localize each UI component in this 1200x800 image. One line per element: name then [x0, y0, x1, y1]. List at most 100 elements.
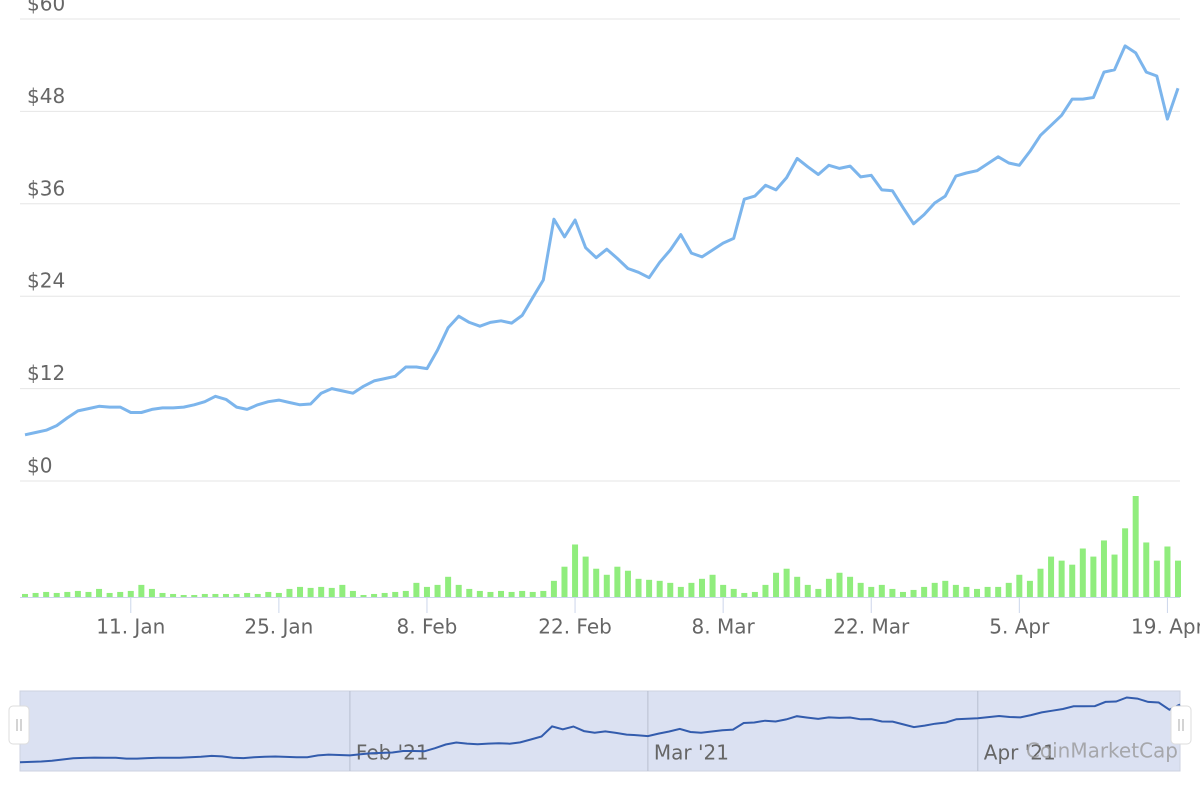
volume-bar [709, 574, 716, 597]
volume-bar [498, 590, 505, 597]
volume-bar [466, 588, 473, 597]
volume-bar [191, 594, 198, 597]
volume-bar [1079, 548, 1086, 597]
volume-bar [910, 589, 917, 597]
volume-bar [349, 590, 356, 597]
volume-bar [222, 593, 229, 597]
x-tick-label: 22. Feb [538, 615, 612, 639]
volume-bar [381, 592, 388, 597]
volume-bar [931, 582, 938, 597]
volume-bar [1175, 560, 1181, 597]
volume-bar [878, 584, 885, 597]
navigator-handle[interactable] [1170, 705, 1192, 745]
volume-bar [254, 593, 261, 597]
volume-bar [1164, 546, 1171, 597]
volume-bar [434, 584, 441, 597]
volume-bar [1016, 574, 1023, 597]
volume-bar [1005, 582, 1012, 597]
volume-bar [836, 572, 843, 597]
volume-bar [423, 586, 430, 597]
volume-bar [889, 588, 896, 597]
volume-bar [85, 591, 92, 597]
volume-bar [614, 566, 621, 597]
volume-bar [328, 587, 335, 597]
volume-bar [529, 591, 536, 597]
volume-bar [487, 591, 494, 597]
volume-bar [1058, 560, 1065, 597]
volume-bar [698, 578, 705, 597]
volume-bar [286, 588, 293, 597]
volume-bar [170, 593, 177, 597]
volume-bar [1100, 540, 1107, 597]
volume-bar [741, 592, 748, 597]
volume-bar [106, 592, 113, 597]
volume-bar [371, 593, 378, 597]
navigator-label: Apr '21 [984, 741, 1056, 765]
y-tick-label: $36 [27, 176, 65, 200]
y-tick-label: $48 [27, 84, 65, 108]
y-tick-label: $12 [27, 361, 65, 385]
volume-bar [974, 588, 981, 597]
volume-bar [413, 582, 420, 597]
volume-bar [1111, 554, 1118, 597]
volume-bar [995, 586, 1002, 597]
volume-bar [297, 586, 304, 597]
volume-bar [582, 556, 589, 597]
volume-bar [847, 576, 854, 597]
volume-bar [624, 570, 631, 597]
volume-bar [1026, 580, 1033, 597]
volume-bar [1048, 556, 1055, 597]
volume-bar [159, 592, 166, 597]
volume-bar [339, 584, 346, 597]
x-tick-label: 5. Apr [989, 615, 1050, 639]
volume-bar [677, 586, 684, 597]
volume-bar [275, 592, 282, 597]
navigator-bg [19, 690, 1181, 772]
volume-bar [825, 578, 832, 597]
volume-bar [720, 584, 727, 597]
x-tick-label: 22. Mar [833, 615, 910, 639]
volume-bar [635, 578, 642, 597]
volume-bar [32, 592, 39, 597]
volume-bar [180, 594, 187, 597]
volume-bar [360, 594, 367, 597]
volume-bar [1132, 496, 1139, 597]
volume-bar [476, 590, 483, 597]
volume-bar [942, 580, 949, 597]
y-tick-label: $60 [27, 0, 65, 16]
volume-bar [1090, 556, 1097, 597]
x-tick-label: 25. Jan [244, 615, 313, 639]
volume-bar [74, 590, 81, 597]
volume-bar [952, 584, 959, 597]
navigator-line [19, 696, 1181, 764]
credit: CoinMarketCap [1026, 739, 1178, 763]
volume-bar [804, 584, 811, 597]
volume-bar [519, 590, 526, 597]
volume-bar [43, 591, 50, 597]
volume-bar [265, 591, 272, 597]
volume-bar [402, 590, 409, 597]
volume-bar [762, 584, 769, 597]
x-tick-label: 8. Mar [692, 615, 756, 639]
volume-bar [751, 591, 758, 597]
volume-bar [455, 584, 462, 597]
volume-bar [392, 591, 399, 597]
volume-bar [212, 593, 219, 597]
volume-bar [96, 588, 103, 597]
volume-bar [550, 580, 557, 597]
volume-bar [868, 586, 875, 597]
y-tick-label: $0 [27, 454, 52, 478]
volume-bar [138, 584, 145, 597]
volume-bar [244, 592, 251, 597]
volume-bar [921, 586, 928, 597]
volume-bar [22, 593, 28, 597]
navigator-handle[interactable] [8, 705, 30, 745]
volume-bar [148, 588, 155, 597]
x-tick-label: 19. Apr [1131, 615, 1200, 639]
volume-bar [963, 586, 970, 597]
volume-bar [561, 566, 568, 597]
navigator-label: Mar '21 [654, 741, 729, 765]
volume-bar [127, 590, 134, 597]
volume-bar [445, 576, 452, 597]
